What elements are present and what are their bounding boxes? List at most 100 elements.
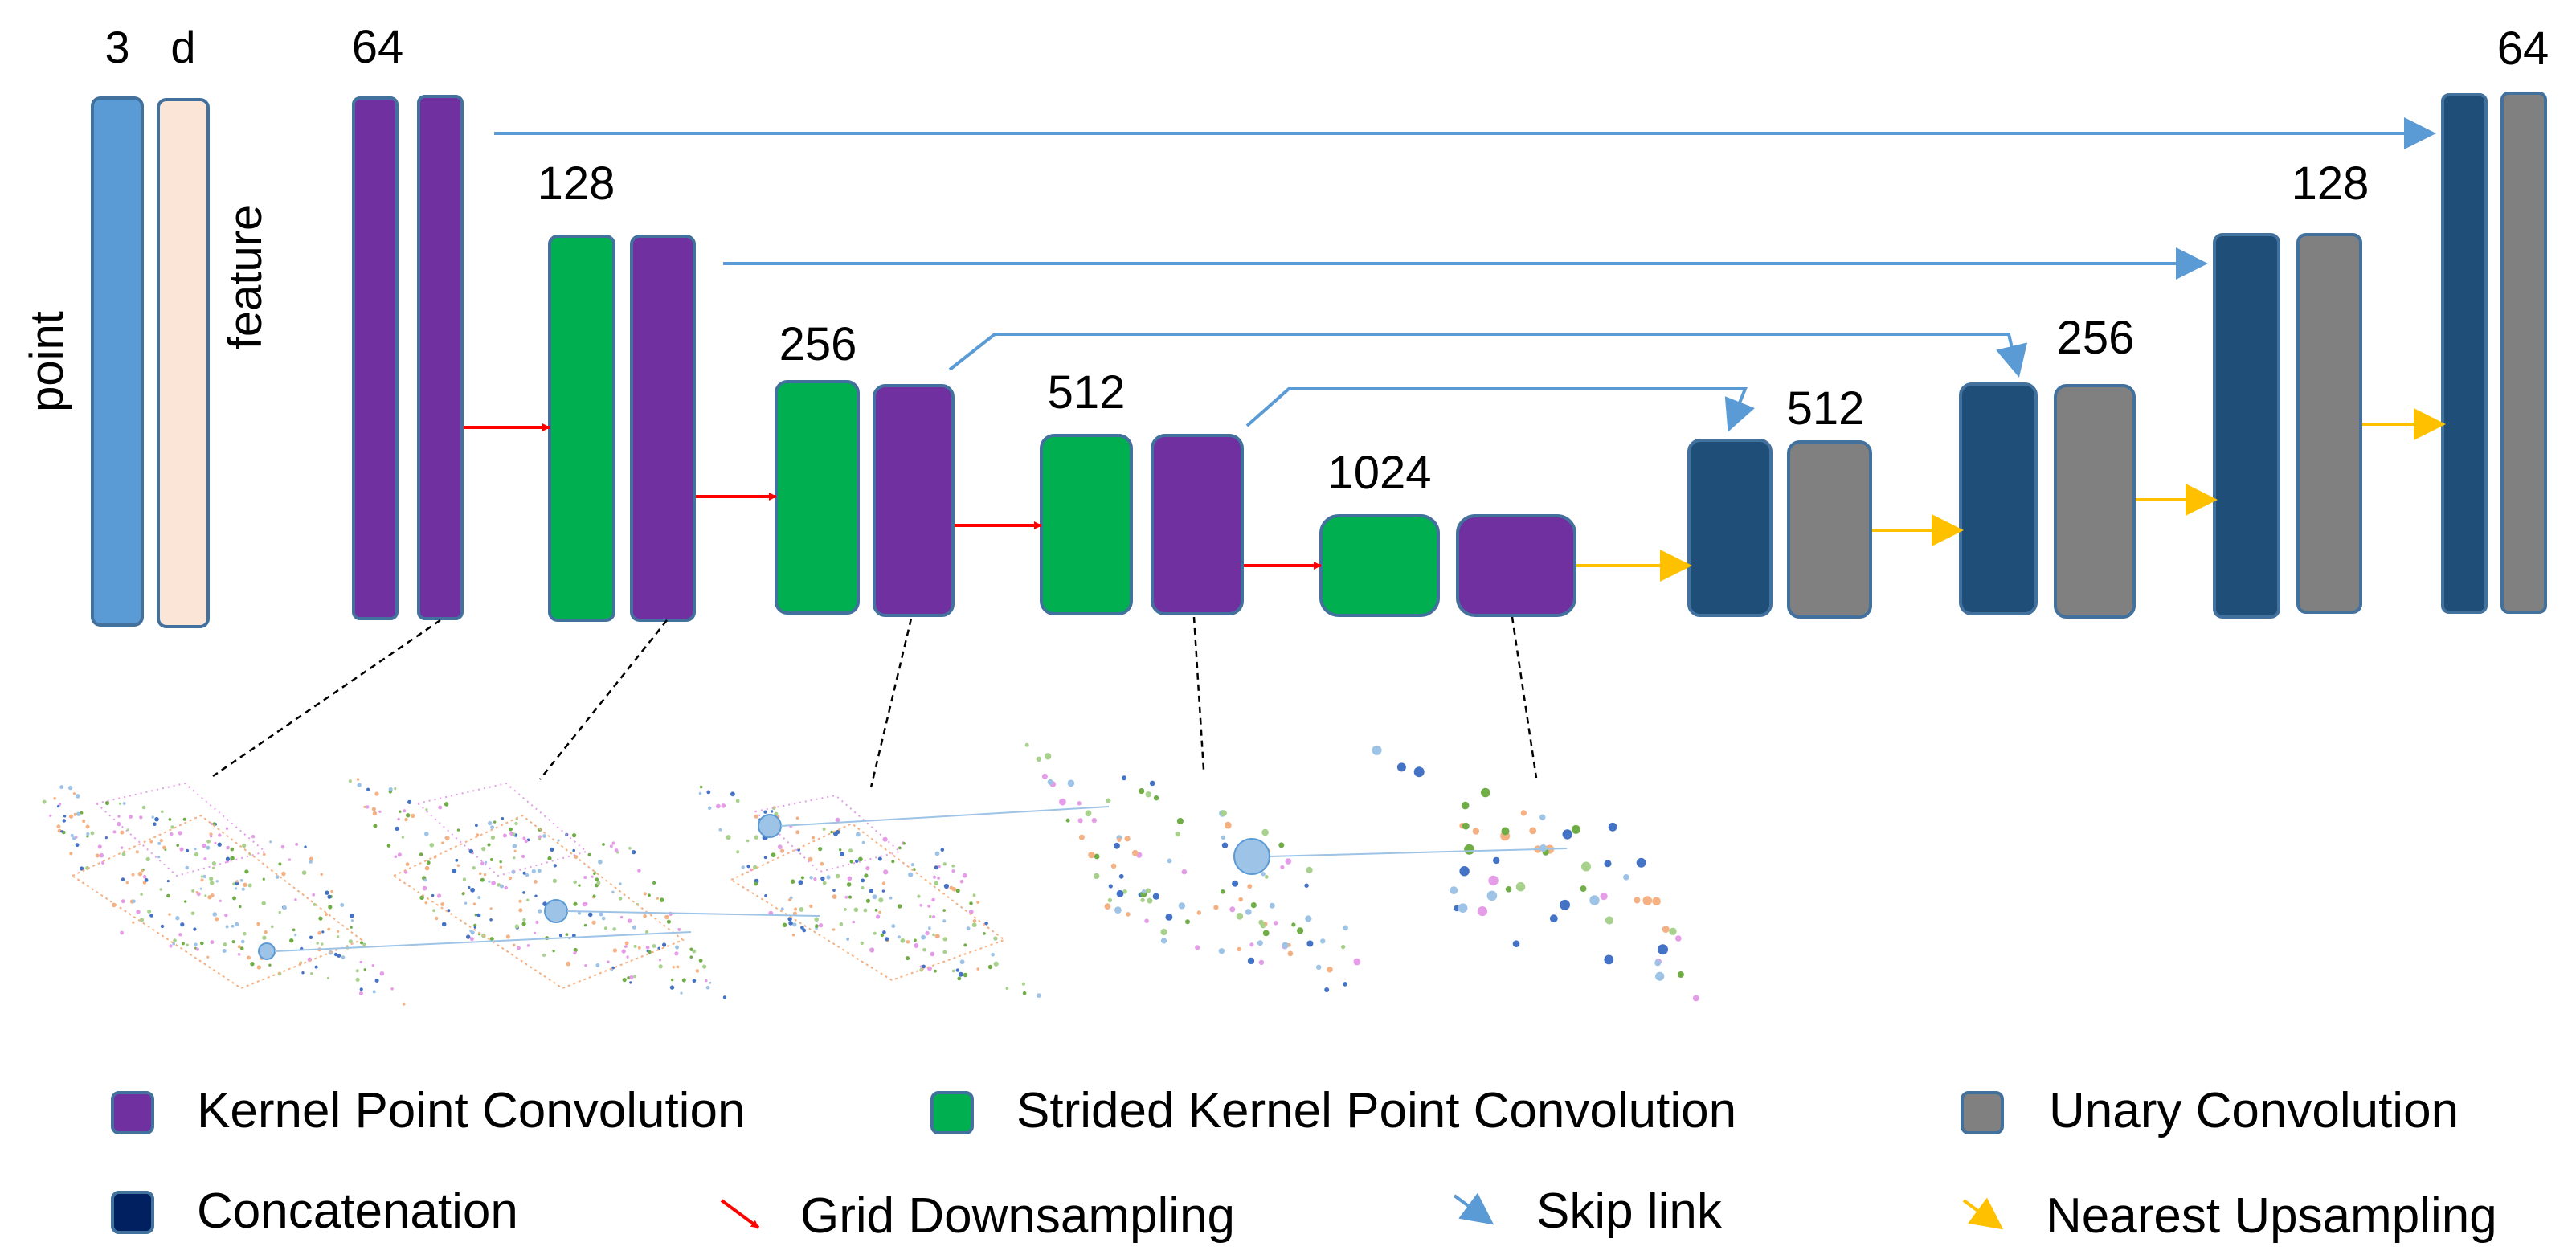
point-dot: [75, 843, 80, 848]
point-dot: [648, 893, 651, 897]
point-dot: [860, 941, 865, 946]
point-dot: [226, 845, 230, 850]
point-dot: [406, 813, 411, 818]
point-dot: [341, 955, 346, 959]
point-dot: [993, 936, 998, 941]
point-dot: [225, 827, 229, 831]
point-dot: [943, 883, 949, 889]
point-dot: [1247, 957, 1255, 965]
point-dot: [1539, 814, 1546, 820]
point-dot: [1245, 909, 1252, 915]
point-dot: [53, 797, 56, 800]
skip-link-256: [948, 333, 2028, 378]
point-dot: [820, 876, 825, 881]
point-dot: [239, 946, 244, 950]
point-dot: [815, 924, 819, 928]
point-dot: [959, 879, 964, 884]
point-dot: [141, 805, 146, 810]
point-dot: [780, 907, 784, 910]
point-dot: [239, 905, 242, 909]
legend-swatch-unary: [1961, 1091, 2004, 1134]
point-dot: [186, 848, 190, 852]
point-dot: [480, 861, 485, 865]
point-dot: [612, 927, 616, 931]
point-dot: [1461, 801, 1470, 810]
point-dot: [206, 839, 211, 844]
point-dot: [583, 876, 587, 879]
point-dot: [407, 799, 412, 804]
point-dot: [736, 850, 740, 854]
point-dot: [675, 945, 680, 950]
input-blocks: 3 d point feature: [21, 22, 272, 628]
point-dot: [139, 918, 145, 922]
point-dot: [263, 852, 266, 856]
point-dot: [966, 926, 971, 931]
point-dot: [1413, 766, 1425, 778]
kpconv-block-512: [1151, 434, 1244, 615]
point-dot: [1160, 938, 1167, 944]
point-dot: [914, 938, 917, 942]
feature-block: [157, 98, 210, 628]
point-dot: [603, 926, 608, 930]
point-dot: [68, 814, 74, 819]
point-dot: [379, 971, 385, 976]
point-dot: [788, 898, 791, 901]
point-dot: [932, 875, 937, 879]
point-dot: [917, 894, 921, 898]
legend-swatch-concat: [111, 1191, 154, 1234]
point-dot: [1539, 844, 1548, 852]
point-dot: [56, 824, 61, 829]
point-dot: [215, 880, 219, 883]
point-dot: [1036, 756, 1042, 762]
point-dot: [424, 865, 430, 871]
point-dot: [1515, 881, 1526, 892]
point-dot: [472, 902, 476, 906]
point-dot: [1249, 942, 1254, 947]
point-dot: [601, 916, 606, 921]
point-dot: [779, 848, 785, 853]
point-dot: [621, 949, 626, 954]
point-dot: [872, 894, 877, 900]
point-dot: [611, 966, 615, 970]
point-dot: [388, 787, 393, 792]
point-dot: [204, 894, 207, 897]
point-dot: [235, 881, 239, 886]
point-dot: [547, 856, 552, 860]
point-dot: [235, 922, 239, 926]
receptive-field-4: [1233, 838, 1270, 875]
point-dot: [373, 824, 378, 828]
point-dot: [705, 979, 708, 983]
point-dot: [847, 876, 853, 881]
point-dot: [512, 832, 516, 836]
point-dot: [931, 897, 935, 902]
point-dot: [173, 938, 177, 942]
point-dot: [444, 802, 449, 807]
point-dot: [475, 824, 478, 828]
point-dot: [378, 810, 382, 813]
point-dot: [925, 930, 930, 936]
point-dot: [566, 961, 571, 967]
point-dot: [419, 852, 423, 856]
point-dot: [386, 844, 391, 848]
point-dot: [932, 915, 936, 919]
point-dot: [898, 904, 902, 909]
pointcloud-dots-3: [698, 785, 1041, 998]
point-dot: [898, 846, 902, 850]
point-dot: [490, 825, 495, 830]
point-dot: [1077, 801, 1082, 806]
point-dot: [80, 866, 84, 871]
point-dot: [324, 913, 328, 917]
point-dot: [861, 886, 865, 889]
legend: Kernel Point Convolution Strided Kernel …: [111, 1083, 2497, 1244]
point-dot: [937, 877, 940, 880]
point-dot: [552, 878, 558, 884]
point-dot: [534, 894, 538, 897]
point-dot: [802, 928, 807, 933]
point-dot: [669, 985, 675, 990]
point-dot: [583, 923, 587, 927]
point-dot: [611, 841, 615, 845]
point-dot: [1078, 834, 1085, 840]
point-dot: [230, 847, 235, 852]
point-dot: [677, 927, 681, 931]
point-dot: [531, 869, 536, 873]
